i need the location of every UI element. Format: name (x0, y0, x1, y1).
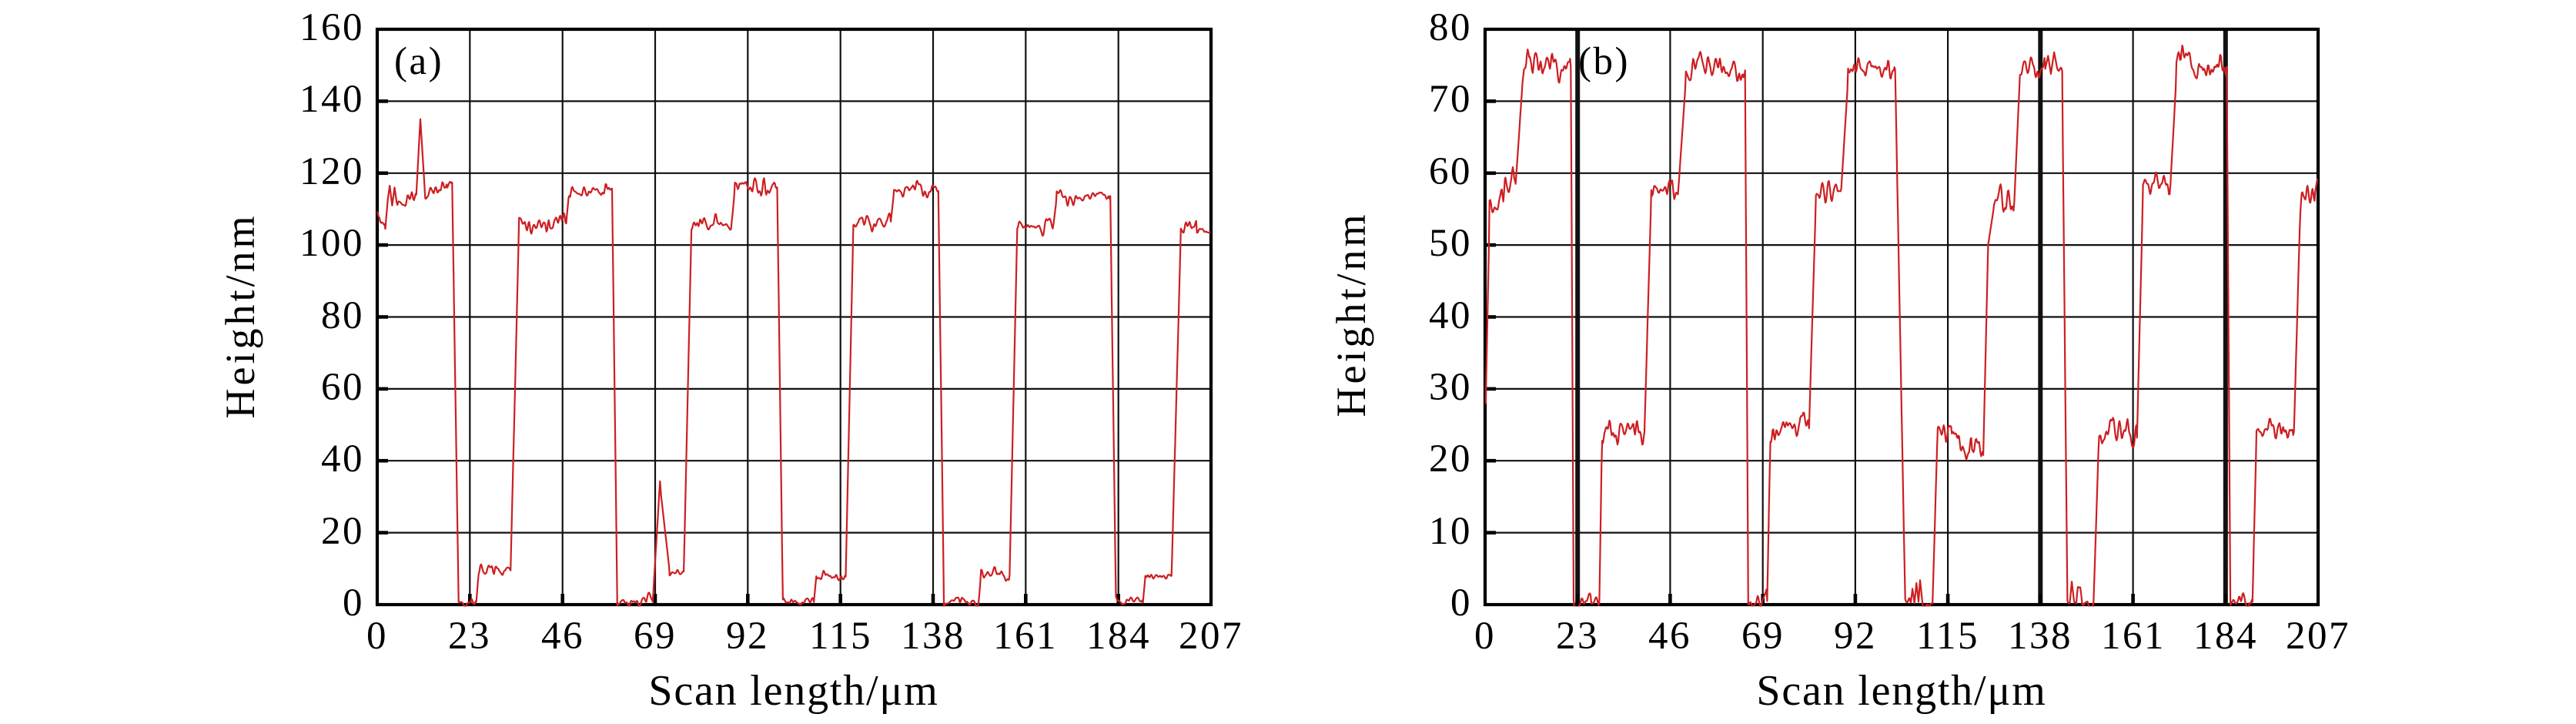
svg-text:161: 161 (2101, 615, 2166, 658)
svg-text:115: 115 (1916, 615, 1979, 658)
svg-text:138: 138 (901, 615, 965, 658)
svg-text:20: 20 (321, 510, 364, 553)
svg-text:(b): (b) (1578, 40, 1630, 83)
svg-text:207: 207 (2286, 615, 2350, 658)
svg-text:69: 69 (634, 615, 677, 658)
svg-text:92: 92 (726, 615, 769, 658)
svg-text:Height/nm: Height/nm (217, 213, 263, 419)
svg-text:160: 160 (299, 6, 364, 49)
svg-text:40: 40 (1429, 294, 1472, 337)
svg-text:46: 46 (541, 615, 584, 658)
svg-text:100: 100 (299, 222, 364, 265)
svg-text:140: 140 (299, 78, 364, 121)
svg-text:120: 120 (299, 150, 364, 193)
svg-text:0: 0 (366, 615, 388, 658)
svg-text:70: 70 (1429, 78, 1472, 121)
svg-text:40: 40 (321, 437, 364, 481)
svg-text:0: 0 (343, 582, 364, 625)
svg-text:0: 0 (1474, 615, 1496, 658)
svg-text:Scan length/μm: Scan length/μm (1756, 667, 2046, 715)
svg-text:0: 0 (1450, 582, 1472, 625)
svg-text:30: 30 (1429, 366, 1472, 409)
svg-text:184: 184 (2193, 615, 2258, 658)
svg-text:115: 115 (809, 615, 872, 658)
svg-text:10: 10 (1429, 510, 1472, 553)
svg-text:207: 207 (1179, 615, 1243, 658)
svg-text:80: 80 (1429, 6, 1472, 49)
svg-text:60: 60 (1429, 150, 1472, 193)
svg-text:Scan length/μm: Scan length/μm (648, 667, 938, 715)
svg-text:184: 184 (1086, 615, 1151, 658)
svg-text:46: 46 (1648, 615, 1691, 658)
svg-text:Height/nm: Height/nm (1328, 212, 1374, 417)
svg-text:161: 161 (993, 615, 1058, 658)
svg-text:138: 138 (2008, 615, 2073, 658)
svg-text:92: 92 (1834, 615, 1877, 658)
svg-text:50: 50 (1429, 222, 1472, 265)
svg-text:60: 60 (321, 366, 364, 409)
svg-text:23: 23 (448, 615, 491, 658)
svg-text:(a): (a) (394, 40, 443, 83)
svg-text:23: 23 (1556, 615, 1599, 658)
svg-text:80: 80 (321, 294, 364, 337)
svg-text:20: 20 (1429, 437, 1472, 481)
svg-text:69: 69 (1741, 615, 1785, 658)
